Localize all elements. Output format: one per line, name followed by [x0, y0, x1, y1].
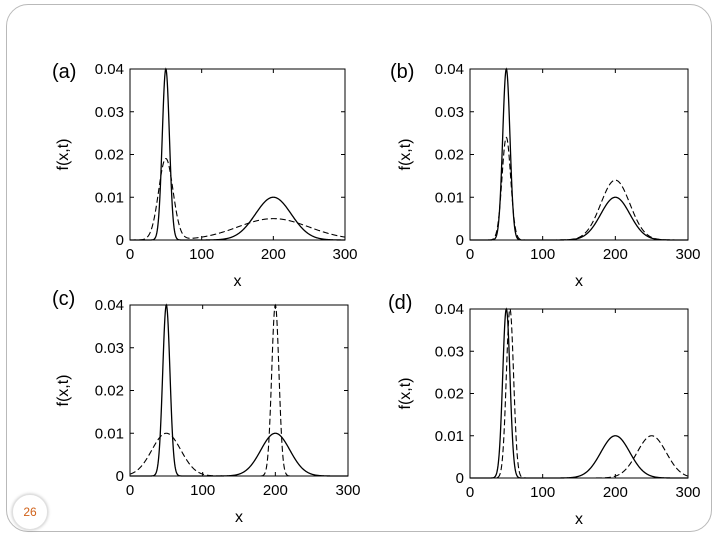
x-tick-label: 100	[530, 484, 555, 501]
x-tick-label: 200	[263, 482, 288, 499]
x-tick-label: 200	[603, 484, 628, 501]
slide-frame	[6, 4, 712, 532]
y-tick-label: 0	[116, 232, 124, 249]
x-axis-label: x	[234, 273, 242, 290]
x-tick-label: 200	[261, 246, 286, 263]
series-line-solid	[470, 67, 688, 241]
panel-4: 0 100 200 300 0 0.01 0.02 0.03 0.04 (d) x f(x,t)	[388, 292, 701, 528]
x-axis-label: x	[235, 509, 243, 526]
series-line-solid	[470, 307, 688, 479]
y-axis-label: f(x,t)	[55, 375, 72, 407]
y-axis-label: f(x,t)	[397, 378, 414, 410]
y-tick-label: 0	[456, 232, 464, 249]
y-tick-label: 0.01	[435, 189, 464, 206]
panel-3: 0 100 200 300 0 0.01 0.02 0.03 0.04 (c) x f(x,t)	[52, 288, 361, 526]
x-tick-label: 100	[530, 246, 555, 263]
x-tick-label: 0	[466, 484, 474, 501]
panel-2: 0 100 200 300 0 0.01 0.02 0.03 0.04 (b) x f(x,t)	[390, 61, 701, 290]
y-tick-label: 0.04	[435, 301, 464, 318]
x-tick-label: 100	[189, 246, 214, 263]
x-axis-label: x	[575, 273, 583, 290]
y-tick-label: 0.02	[95, 383, 124, 400]
y-tick-label: 0	[456, 470, 464, 487]
series-line-dashed	[130, 157, 346, 241]
x-tick-label: 200	[603, 246, 628, 263]
y-tick-label: 0.02	[435, 386, 464, 403]
y-tick-label: 0.04	[435, 61, 464, 78]
y-axis-label: f(x,t)	[55, 139, 72, 171]
panel-1: 0 100 200 300 0 0.01 0.02 0.03 0.04 (a) x f(x,t)	[52, 61, 358, 290]
panel-label: (b)	[390, 61, 414, 83]
y-axis-label: f(x,t)	[397, 139, 414, 171]
page-number-badge: 26	[12, 494, 48, 530]
panel-label: (c)	[52, 288, 75, 310]
page-number-text: 26	[23, 505, 37, 519]
y-tick-label: 0.03	[435, 343, 464, 360]
series-line-dashed	[129, 303, 348, 477]
x-tick-label: 300	[675, 246, 700, 263]
y-tick-label: 0.03	[95, 104, 124, 121]
y-tick-label: 0.02	[95, 147, 124, 164]
x-tick-label: 0	[126, 246, 134, 263]
panel-label: (a)	[52, 61, 76, 83]
x-tick-label: 0	[466, 246, 474, 263]
x-axis-label: x	[575, 511, 583, 528]
x-tick-label: 300	[675, 484, 700, 501]
x-tick-label: 300	[332, 246, 357, 263]
y-tick-label: 0.03	[95, 340, 124, 357]
series-line-dashed	[470, 136, 688, 241]
y-tick-label: 0.03	[435, 104, 464, 121]
panel-label: (d)	[388, 292, 412, 314]
x-tick-label: 0	[126, 482, 134, 499]
series-line-solid	[130, 303, 348, 477]
y-tick-label: 0.04	[95, 61, 124, 78]
y-tick-label: 0	[116, 468, 124, 485]
y-tick-label: 0.02	[435, 147, 464, 164]
series-line-dashed	[470, 307, 689, 479]
x-tick-label: 100	[190, 482, 215, 499]
y-tick-label: 0.01	[435, 428, 464, 445]
series-line-solid	[130, 67, 346, 241]
y-tick-label: 0.01	[95, 425, 124, 442]
y-tick-label: 0.01	[95, 189, 124, 206]
x-tick-label: 300	[335, 482, 360, 499]
y-tick-label: 0.04	[95, 297, 124, 314]
